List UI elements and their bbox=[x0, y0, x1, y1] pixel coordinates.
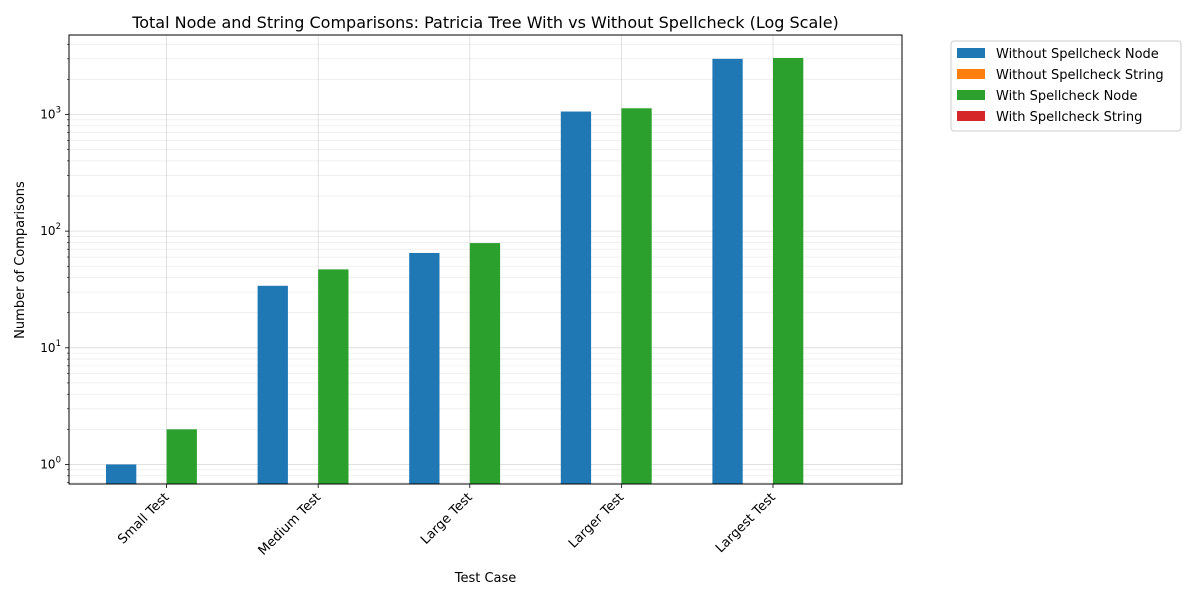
bar bbox=[409, 252, 440, 484]
x-tick-label: Medium Test bbox=[256, 490, 324, 558]
legend-swatch bbox=[957, 48, 985, 58]
plot-frame bbox=[68, 34, 903, 485]
bar bbox=[621, 108, 652, 484]
x-axis-label: Test Case bbox=[454, 571, 517, 586]
bar bbox=[106, 464, 137, 484]
y-tick-label: 101 bbox=[40, 339, 61, 355]
legend-frame bbox=[950, 40, 1182, 132]
y-axis-label: Number of Comparisons bbox=[13, 181, 28, 339]
legend-swatch bbox=[957, 90, 985, 100]
bar bbox=[318, 269, 349, 484]
legend-swatch bbox=[957, 69, 985, 79]
bars bbox=[106, 57, 804, 485]
x-tick-label: Small Test bbox=[115, 490, 172, 547]
legend: Without Spellcheck Node Without Spellchec… bbox=[950, 40, 1182, 132]
chart-title: Total Node and String Comparisons: Patri… bbox=[131, 13, 839, 32]
y-tick-label: 102 bbox=[40, 222, 61, 238]
bar bbox=[712, 58, 743, 485]
x-tick-label: Large Test bbox=[418, 490, 475, 547]
y-axis-ticks: 100 101 102 103 bbox=[40, 43, 69, 483]
bar bbox=[469, 243, 501, 484]
legend-swatch bbox=[957, 111, 985, 121]
x-tick-label: Larger Test bbox=[566, 490, 627, 551]
y-tick-label: 103 bbox=[40, 105, 61, 121]
y-tick-label: 100 bbox=[40, 455, 61, 471]
legend-label: Without Spellcheck String bbox=[996, 68, 1164, 83]
bar bbox=[560, 111, 592, 485]
bar bbox=[166, 429, 197, 484]
legend-label: With Spellcheck String bbox=[996, 110, 1142, 125]
bar bbox=[257, 285, 288, 484]
legend-label: With Spellcheck Node bbox=[996, 89, 1138, 104]
legend-label: Without Spellcheck Node bbox=[996, 47, 1159, 62]
x-axis-ticks: Small Test Medium Test Large Test Larger Te… bbox=[115, 484, 779, 559]
bar bbox=[773, 57, 804, 485]
x-tick-label: Largest Test bbox=[713, 490, 779, 556]
